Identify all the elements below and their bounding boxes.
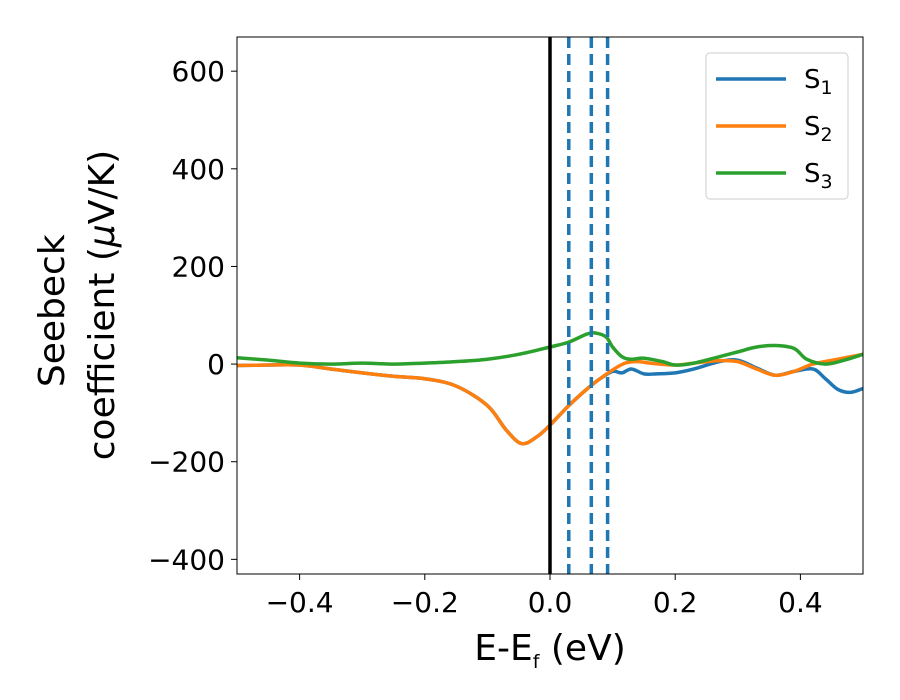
- y-axis-label: Seebeck coefficient (μV/K): [32, 150, 123, 460]
- x-tick-label: 0.0: [528, 586, 573, 619]
- x-axis-label: E-Ef (eV): [474, 628, 626, 673]
- legend-label-s3: S3: [804, 159, 833, 193]
- y-axis-label-line1: Seebeck: [32, 234, 73, 387]
- y-tick-label: 400: [172, 153, 225, 186]
- y-tick-label: −400: [148, 543, 225, 576]
- y-tick-label: 600: [172, 55, 225, 88]
- x-tick-label: 0.2: [653, 586, 698, 619]
- legend: S1 S2 S3: [705, 52, 849, 200]
- y-tick-label: −200: [148, 446, 225, 479]
- y-tick-label: 200: [172, 250, 225, 283]
- y-tick-label: 0: [207, 348, 225, 381]
- series-layer: [237, 331, 863, 446]
- y-axis-ticks: −400 −200 0 200 400 600: [148, 55, 237, 576]
- legend-label-s2: S2: [804, 112, 833, 146]
- vertical-lines-top: [548, 37, 610, 574]
- x-tick-label: −0.4: [266, 586, 334, 619]
- series-line-s2: [237, 352, 863, 446]
- x-tick-label: −0.2: [391, 586, 459, 619]
- x-tick-label: 0.4: [778, 586, 823, 619]
- x-axis-ticks: −0.4 −0.2 0.0 0.2 0.4: [266, 574, 823, 619]
- series-line-s3: [237, 331, 863, 367]
- y-axis-label-line2: coefficient (μV/K): [82, 150, 123, 460]
- legend-label-s1: S1: [804, 65, 833, 99]
